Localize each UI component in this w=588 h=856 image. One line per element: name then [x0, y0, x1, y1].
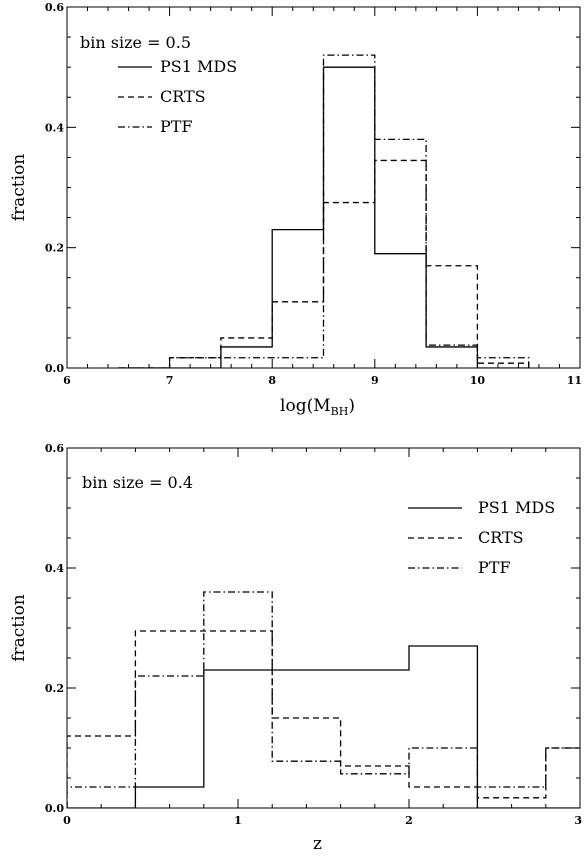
chart-2-series-ps1-mds — [67, 645, 580, 808]
chart-2-series-crts — [67, 630, 580, 808]
chart-panel-bottom: 0 1 2 3 0.0 0.2 0.4 0.6 z fraction bin size = 0.4 P… — [9, 442, 582, 854]
chart-2-legend-label: PS1 MDS — [478, 498, 555, 517]
chart-1-ytick-label: 0.0 — [45, 362, 64, 375]
chart-1-xtick-label: 8 — [268, 374, 276, 387]
chart-2-x-axis-title: z — [313, 834, 322, 854]
chart-2-xtick-label: 2 — [405, 814, 413, 827]
chart-1-xtick-label: 9 — [371, 374, 379, 387]
chart-2-bin-size-annotation: bin size = 0.4 — [82, 473, 193, 492]
chart-2-legend-label: CRTS — [478, 528, 524, 547]
chart-2-legend-label: PTF — [478, 558, 511, 577]
chart-1-x-axis-title-close: ) — [348, 396, 355, 416]
chart-1-x-axis-title: log(MBH) — [280, 396, 355, 418]
chart-1-ytick-label: 0.2 — [45, 242, 64, 255]
chart-1-legend-label: CRTS — [160, 87, 206, 106]
chart-1-xtick-label: 10 — [470, 374, 486, 387]
chart-1-series-ptf — [118, 54, 530, 368]
chart-1-ytick-label: 0.4 — [45, 121, 64, 134]
chart-2-ytick-label: 0.6 — [45, 442, 64, 455]
chart-1-legend-label: PTF — [160, 117, 193, 136]
chart-1-bin-size-annotation: bin size = 0.5 — [80, 33, 191, 52]
chart-1-ytick-label: 0.6 — [45, 1, 64, 14]
chart-1-series-ps1-mds — [118, 66, 529, 368]
chart-1-series-crts — [118, 159, 530, 368]
chart-1-xtick-label: 11 — [567, 374, 582, 387]
chart-1-xtick-label: 6 — [63, 374, 71, 387]
chart-2-ytick-label: 0.0 — [45, 802, 64, 815]
chart-2-xtick-label: 3 — [574, 814, 582, 827]
chart-2-xtick-label: 0 — [63, 814, 71, 827]
chart-2-xtick-label: 1 — [234, 814, 242, 827]
chart-panel-top: 6 7 8 9 10 11 0.0 0.2 0.4 0.6 log(MBH) fraction bin … — [9, 1, 582, 418]
chart-2-ytick-label: 0.4 — [45, 562, 64, 575]
chart-2-ytick-label: 0.2 — [45, 682, 64, 695]
chart-1-x-axis-title-subscript: BH — [331, 405, 349, 418]
chart-1-y-axis-title: fraction — [9, 154, 29, 222]
chart-2-series-ptf — [67, 591, 580, 808]
chart-1-xtick-label: 7 — [166, 374, 174, 387]
chart-1-legend-label: PS1 MDS — [160, 57, 237, 76]
chart-2-y-axis-title: fraction — [9, 594, 29, 662]
